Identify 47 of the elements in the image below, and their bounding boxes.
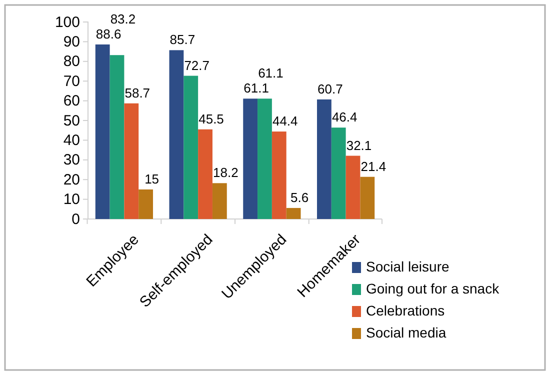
data-label: 60.7 xyxy=(318,81,343,96)
data-label: 18.2 xyxy=(213,165,238,180)
bar xyxy=(138,189,154,219)
bar xyxy=(243,98,258,219)
y-tick-label: 0 xyxy=(72,210,80,228)
y-tick-label: 20 xyxy=(63,171,80,188)
bar xyxy=(212,183,227,219)
data-label: 61.1 xyxy=(244,80,269,96)
data-label: 58.7 xyxy=(124,85,150,100)
bar xyxy=(316,99,332,219)
bar xyxy=(198,129,212,219)
legend-label: Social media xyxy=(366,324,446,341)
data-label: 72.7 xyxy=(184,58,210,73)
y-tick-label: 70 xyxy=(63,72,80,90)
data-label: 85.7 xyxy=(170,32,196,48)
legend-label: Celebrations xyxy=(366,302,445,319)
data-label: 21.4 xyxy=(360,158,386,174)
y-tick-label: 60 xyxy=(63,92,80,110)
y-tick-label: 90 xyxy=(63,34,80,50)
bar xyxy=(331,128,346,219)
bar xyxy=(124,103,139,219)
legend-label: Going out for a snack xyxy=(366,280,500,297)
bar xyxy=(184,76,198,219)
bar xyxy=(95,44,110,219)
data-label: 5.6 xyxy=(290,190,309,205)
data-label: 88.6 xyxy=(96,26,122,42)
bar xyxy=(286,208,301,219)
y-tick-label: 10 xyxy=(63,191,80,208)
data-label: 15 xyxy=(144,171,160,186)
bar xyxy=(272,132,286,219)
y-tick-label: 50 xyxy=(63,112,80,130)
bar xyxy=(346,156,360,219)
data-label: 44.4 xyxy=(272,114,298,129)
y-tick-label: 40 xyxy=(63,132,80,149)
legend-label: Social leisure xyxy=(366,258,450,275)
y-tick-label: 100 xyxy=(54,14,80,31)
bar xyxy=(258,98,272,219)
data-label: 32.1 xyxy=(346,138,372,153)
bar xyxy=(169,50,184,219)
y-tick-label: 80 xyxy=(63,53,80,70)
data-label: 45.5 xyxy=(198,111,224,126)
data-label: 61.1 xyxy=(258,66,284,81)
bar xyxy=(360,176,375,219)
data-label: 83.2 xyxy=(110,11,136,26)
y-tick-label: 30 xyxy=(63,152,80,169)
data-label: 46.4 xyxy=(332,110,358,125)
bar xyxy=(110,55,124,219)
